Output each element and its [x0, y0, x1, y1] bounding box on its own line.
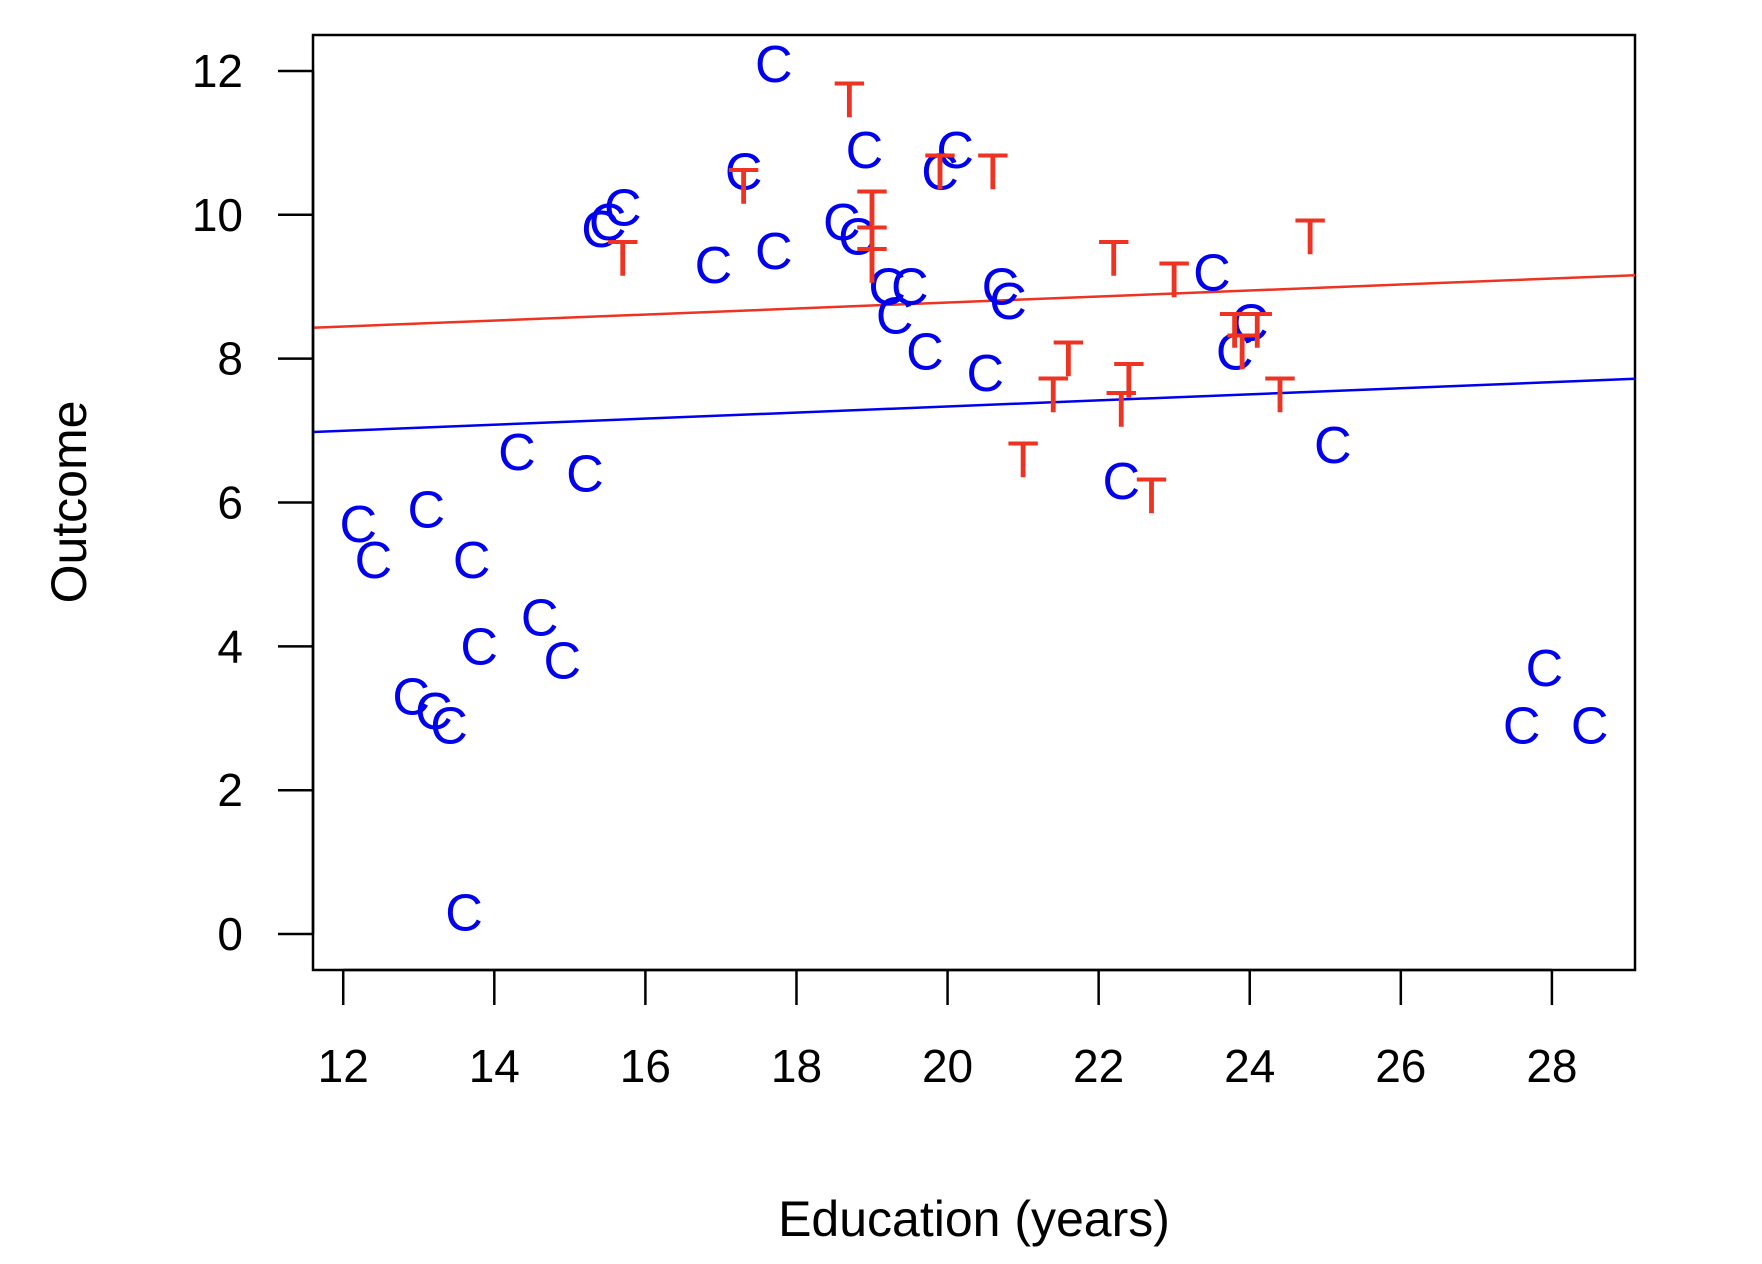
x-axis-title: Education (years) [778, 1191, 1170, 1247]
control-point: C [355, 532, 393, 590]
control-point: C [1314, 417, 1352, 475]
treatment-point: T [1007, 431, 1039, 489]
treatment-point: T [856, 237, 888, 295]
control-point: C [445, 884, 483, 942]
treatment-point: T [1098, 230, 1130, 288]
control-point: C [1216, 323, 1254, 381]
control-point: C [725, 144, 763, 202]
control-point: C [967, 345, 1005, 403]
control-point: C [891, 259, 929, 317]
treatment-point: T [1113, 352, 1145, 410]
y-tick-label: 12 [192, 45, 243, 97]
control-point: C [838, 208, 876, 266]
x-tick-label: 14 [469, 1040, 520, 1092]
treatment-point: T [1136, 467, 1168, 525]
treatment-point: T [977, 144, 1009, 202]
treatment-point: T [833, 72, 865, 130]
control-point: C [936, 122, 974, 180]
x-tick-label: 20 [922, 1040, 973, 1092]
data-points: CCCCCCCCCCCCCCCCCCCCCCCCCCCCCCCCCCCCCCCC… [340, 36, 1609, 943]
y-tick-label: 6 [217, 477, 243, 529]
treatment-point: T [1158, 252, 1190, 310]
x-tick-label: 12 [318, 1040, 369, 1092]
treatment-point: T [1241, 302, 1273, 360]
control-point: C [430, 697, 468, 755]
x-tick-label: 22 [1073, 1040, 1124, 1092]
treatment-point: T [856, 216, 888, 274]
x-tick-label: 28 [1526, 1040, 1577, 1092]
control-point: C [906, 323, 944, 381]
control-point: C [846, 122, 884, 180]
control-point: C [415, 683, 453, 741]
control-point: C [581, 201, 619, 259]
control-point: C [1571, 697, 1609, 755]
treatment-point: T [856, 180, 888, 238]
y-tick-label: 8 [217, 333, 243, 385]
control-point: C [989, 273, 1027, 331]
x-tick-label: 24 [1224, 1040, 1275, 1092]
x-tick-label: 18 [771, 1040, 822, 1092]
y-axis: 0 2 4 6 8 10 12 [192, 45, 315, 960]
treatment-point: T [1037, 367, 1069, 425]
x-tick-label: 26 [1375, 1040, 1426, 1092]
control-point: C [1231, 295, 1269, 353]
treatment-point: T [1264, 367, 1296, 425]
fit-line [312, 377, 1636, 434]
treatment-point: T [607, 230, 639, 288]
control-point: C [589, 194, 627, 252]
control-point: C [1526, 640, 1564, 698]
control-point: C [460, 618, 498, 676]
control-point: C [498, 424, 536, 482]
control-point: C [1503, 697, 1541, 755]
x-tick-label: 16 [620, 1040, 671, 1092]
control-point: C [695, 237, 733, 295]
fit-line [312, 273, 1636, 329]
control-point: C [566, 446, 604, 504]
control-point: C [408, 482, 446, 540]
control-point: C [755, 223, 793, 281]
control-point: C [604, 180, 642, 238]
y-tick-label: 4 [217, 620, 243, 672]
treatment-point: T [924, 144, 956, 202]
treatment-point: T [1219, 302, 1251, 360]
control-point: C [823, 194, 861, 252]
control-point: C [982, 259, 1020, 317]
control-point: C [392, 669, 430, 727]
fit-lines [312, 273, 1636, 434]
y-tick-label: 0 [217, 908, 243, 960]
y-tick-label: 10 [192, 189, 243, 241]
y-axis-title: Outcome [41, 401, 97, 604]
control-point: C [868, 259, 906, 317]
y-tick-label: 2 [217, 764, 243, 816]
treatment-point: T [1294, 208, 1326, 266]
control-point: C [1193, 244, 1231, 302]
treatment-point: T [1226, 323, 1258, 381]
plot-frame [311, 33, 1637, 972]
control-point: C [921, 144, 959, 202]
treatment-point: T [728, 158, 760, 216]
control-point: C [453, 532, 491, 590]
treatment-point: T [1105, 381, 1137, 439]
control-point: C [521, 590, 559, 648]
control-point: C [544, 633, 582, 691]
x-axis: 12 14 16 18 20 22 24 26 28 [318, 968, 1577, 1092]
control-point: C [876, 288, 914, 346]
treatment-point: T [1053, 331, 1085, 389]
control-point: C [1103, 453, 1141, 511]
control-point: C [340, 496, 378, 554]
control-point: C [755, 36, 793, 94]
